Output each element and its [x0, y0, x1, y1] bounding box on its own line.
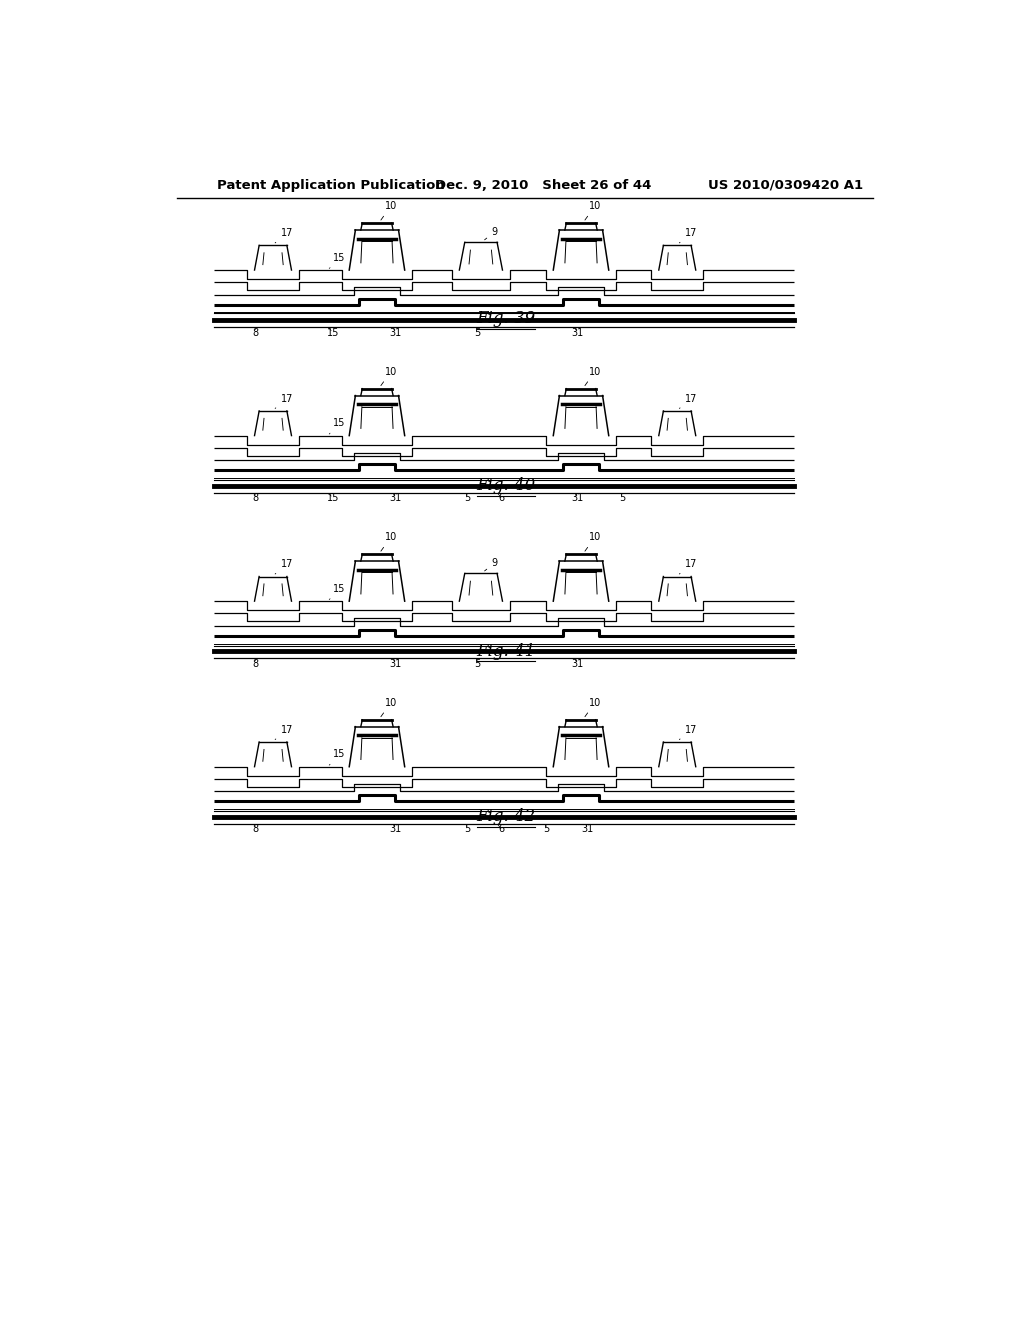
Text: 8: 8: [252, 494, 258, 503]
Text: 5: 5: [474, 659, 480, 669]
Text: 15: 15: [330, 418, 345, 434]
Text: 10: 10: [381, 201, 397, 220]
Text: Fig. 39: Fig. 39: [476, 310, 536, 327]
Text: 5: 5: [464, 824, 470, 834]
Text: Patent Application Publication: Patent Application Publication: [217, 178, 444, 191]
Text: Fig. 40: Fig. 40: [476, 477, 536, 494]
Text: 9: 9: [484, 558, 498, 572]
Text: 17: 17: [679, 228, 697, 243]
Text: 15: 15: [327, 327, 339, 338]
Text: 17: 17: [679, 725, 697, 739]
Text: 31: 31: [571, 494, 584, 503]
Text: 10: 10: [585, 698, 601, 717]
Text: 5: 5: [474, 327, 480, 338]
Text: 31: 31: [389, 824, 401, 834]
Text: 10: 10: [381, 367, 397, 385]
Text: 10: 10: [585, 201, 601, 220]
Text: 17: 17: [275, 228, 293, 243]
Text: 31: 31: [571, 659, 584, 669]
Text: Fig. 41: Fig. 41: [476, 643, 536, 660]
Text: 10: 10: [585, 367, 601, 385]
Text: 31: 31: [389, 494, 401, 503]
Text: 17: 17: [275, 393, 293, 408]
Text: Dec. 9, 2010   Sheet 26 of 44: Dec. 9, 2010 Sheet 26 of 44: [435, 178, 651, 191]
Text: 8: 8: [252, 659, 258, 669]
Text: 31: 31: [571, 327, 584, 338]
Text: 10: 10: [585, 532, 601, 552]
Text: 15: 15: [330, 253, 345, 268]
Text: 15: 15: [330, 750, 345, 766]
Text: 15: 15: [327, 494, 339, 503]
Text: 17: 17: [679, 393, 697, 408]
Text: 10: 10: [381, 532, 397, 552]
Text: 5: 5: [464, 494, 470, 503]
Text: US 2010/0309420 A1: US 2010/0309420 A1: [708, 178, 863, 191]
Text: 6: 6: [498, 494, 505, 503]
Text: 15: 15: [330, 583, 345, 599]
Text: 8: 8: [252, 824, 258, 834]
Text: 8: 8: [252, 327, 258, 338]
Text: 31: 31: [389, 327, 401, 338]
Text: 10: 10: [381, 698, 397, 717]
Text: 6: 6: [498, 824, 505, 834]
Text: 5: 5: [618, 494, 625, 503]
Text: 31: 31: [582, 824, 594, 834]
Text: 5: 5: [544, 824, 550, 834]
Text: Fig. 42: Fig. 42: [476, 808, 536, 825]
Text: 9: 9: [484, 227, 498, 240]
Text: 17: 17: [679, 560, 697, 574]
Text: 31: 31: [389, 659, 401, 669]
Text: 17: 17: [275, 560, 293, 574]
Text: 17: 17: [275, 725, 293, 739]
